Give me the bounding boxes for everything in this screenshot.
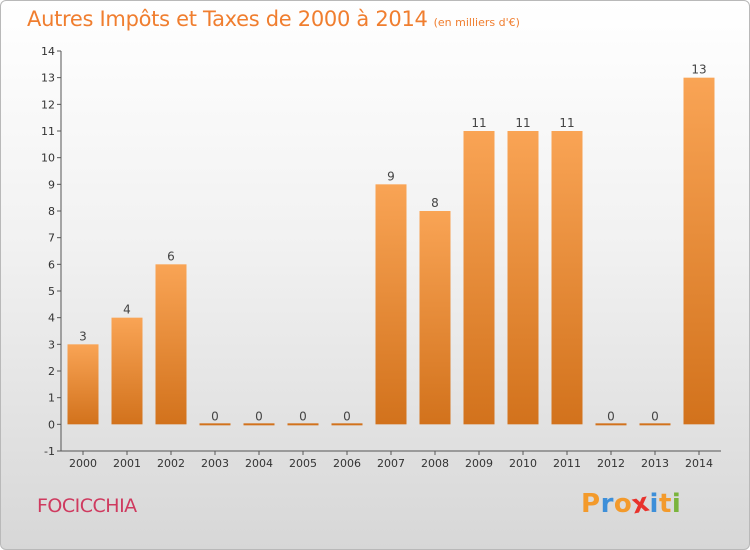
data-label: 0: [299, 409, 307, 423]
proxiti-logo: Proxiti: [581, 488, 682, 521]
data-label: 4: [123, 303, 131, 317]
x-tick-label: 2014: [685, 457, 713, 470]
chart-subtitle: (en milliers d'€): [433, 16, 520, 29]
y-tick-label: 10: [41, 152, 55, 165]
data-label: 11: [559, 116, 574, 130]
bar: [287, 423, 319, 426]
data-label: 11: [515, 116, 530, 130]
bar: [199, 423, 231, 426]
bar: [375, 184, 407, 425]
bar: [507, 131, 539, 425]
bar: [331, 423, 363, 426]
data-label: 9: [387, 169, 395, 183]
bar: [595, 423, 627, 426]
x-tick-label: 2012: [597, 457, 625, 470]
y-tick-label: -1: [44, 445, 55, 458]
data-label: 3: [79, 329, 87, 343]
x-tick-label: 2001: [113, 457, 141, 470]
x-tick-label: 2007: [377, 457, 405, 470]
data-label: 0: [343, 409, 351, 423]
logo-letter: P: [581, 489, 601, 519]
y-tick-label: 11: [41, 125, 55, 138]
logo-letter: i: [671, 489, 682, 519]
logo-letter: r: [600, 489, 614, 519]
y-tick-label: 3: [48, 338, 55, 351]
x-tick-label: 2010: [509, 457, 537, 470]
bar: [67, 344, 99, 425]
data-label: 6: [167, 249, 175, 263]
y-tick-label: 13: [41, 72, 55, 85]
bar: [463, 131, 495, 425]
title-text: Autres Impôts et Taxes de 2000 à 2014: [27, 7, 428, 31]
data-label: 0: [211, 409, 219, 423]
data-label: 0: [607, 409, 615, 423]
x-tick-label: 2004: [245, 457, 273, 470]
x-tick-label: 2003: [201, 457, 229, 470]
x-tick-label: 2013: [641, 457, 669, 470]
data-label: 13: [691, 63, 706, 77]
bar: [243, 423, 275, 426]
bar: [683, 77, 715, 425]
bar: [639, 423, 671, 426]
bar: [551, 131, 583, 425]
x-tick-label: 2008: [421, 457, 449, 470]
logo-letter: o: [613, 489, 633, 519]
y-tick-label: 4: [48, 312, 55, 325]
x-tick-label: 2005: [289, 457, 317, 470]
data-label: 0: [255, 409, 263, 423]
data-label: 0: [651, 409, 659, 423]
x-tick-label: 2011: [553, 457, 581, 470]
x-tick-label: 2006: [333, 457, 361, 470]
commune-name: FOCICCHIA: [37, 495, 137, 517]
y-tick-label: 0: [48, 418, 55, 431]
x-tick-label: 2000: [69, 457, 97, 470]
y-tick-label: 14: [41, 45, 55, 58]
y-tick-label: 6: [48, 258, 55, 271]
y-tick-label: 2: [48, 365, 55, 378]
data-label: 8: [431, 196, 439, 210]
bar: [419, 211, 451, 425]
y-tick-label: 5: [48, 285, 55, 298]
y-tick-label: 12: [41, 98, 55, 111]
x-tick-label: 2002: [157, 457, 185, 470]
bar: [155, 264, 187, 425]
bars: [67, 77, 715, 426]
logo-letter: i: [649, 489, 659, 519]
y-tick-label: 7: [48, 232, 55, 245]
y-tick-label: 8: [48, 205, 55, 218]
data-labels: 3 4 6 0 0 0 0 9 8 11 11 11 0 0 13: [79, 63, 706, 424]
x-tick-label: 2009: [465, 457, 493, 470]
logo-letter: t: [658, 489, 672, 519]
bar: [111, 317, 143, 425]
chart-title: Autres Impôts et Taxes de 2000 à 2014 (en…: [27, 7, 520, 31]
y-tick-label: 1: [48, 392, 55, 405]
data-label: 11: [471, 116, 486, 130]
y-tick-label: 9: [48, 178, 55, 191]
